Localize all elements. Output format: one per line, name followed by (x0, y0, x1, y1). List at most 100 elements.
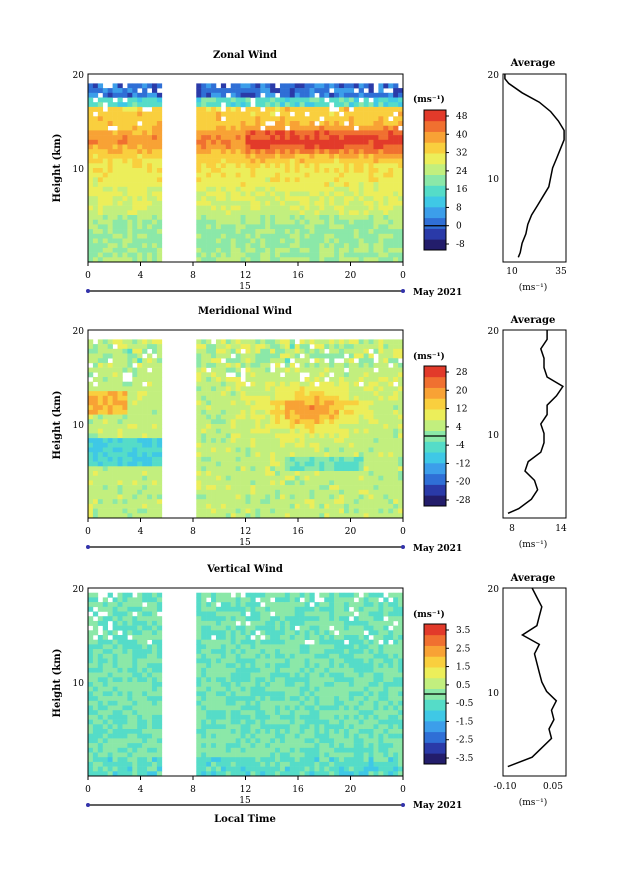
heatmap-cell (107, 691, 113, 697)
heatmap-cell (102, 653, 108, 659)
heatmap-cell (260, 210, 266, 216)
heatmap-cell (230, 485, 236, 491)
heatmap-cell (201, 757, 207, 763)
heatmap-cell (92, 419, 99, 425)
heatmap-cell (88, 182, 94, 188)
heatmap-cell (127, 606, 133, 612)
heatmap-cell (107, 111, 113, 117)
heatmap-cell (137, 653, 143, 659)
heatmap-cell (309, 125, 315, 131)
heatmap-cell (329, 395, 335, 401)
heatmap-cell (92, 620, 99, 626)
heatmap-cell (147, 362, 153, 368)
heatmap-cell (230, 135, 236, 141)
heatmap-cell (151, 88, 158, 94)
heatmap-cell (265, 247, 271, 253)
heatmap-cell (206, 372, 212, 378)
heatmap-cell (393, 400, 399, 406)
heatmap-cell (230, 144, 236, 150)
heatmap-cell (215, 377, 222, 382)
heatmap-cell (309, 499, 315, 505)
heatmap-cell (201, 513, 207, 519)
heatmap-cell (107, 442, 113, 448)
heatmap-cell (275, 377, 281, 382)
heatmap-cell (137, 620, 143, 626)
heatmap-cell (122, 592, 128, 598)
heatmap-cell (206, 97, 212, 103)
heatmap-cell (97, 738, 104, 744)
heatmap-cell (122, 233, 128, 239)
heatmap-cell (107, 153, 113, 159)
heatmap-cell (250, 196, 256, 202)
heatmap-cell (235, 358, 241, 364)
heatmap-cell (324, 172, 330, 178)
heatmap-cell (393, 372, 399, 378)
heatmap-cell (92, 729, 99, 734)
heatmap-cell (339, 461, 345, 467)
heatmap-cell (284, 405, 291, 411)
heatmap-cell (127, 121, 133, 126)
heatmap-cell (398, 106, 404, 112)
heatmap-cell (230, 97, 236, 103)
heatmap-cell (112, 761, 118, 767)
heatmap-cell (284, 424, 291, 429)
heatmap-cell (151, 475, 158, 481)
heatmap-cell (156, 738, 163, 744)
heatmap-cell (368, 419, 374, 425)
heatmap-cell (284, 219, 291, 225)
heatmap-cell (250, 130, 256, 136)
heatmap-cell (260, 163, 266, 169)
heatmap-cell (230, 471, 236, 476)
heatmap-cell (319, 489, 325, 495)
heatmap-cell (147, 658, 153, 664)
heatmap-cell (275, 243, 281, 249)
heatmap-cell (329, 182, 335, 188)
heatmap-cell (117, 92, 123, 98)
heatmap-cell (211, 372, 217, 378)
heatmap-cell (373, 135, 379, 141)
heatmap-cell (329, 224, 335, 230)
heatmap-cell (142, 677, 148, 683)
heatmap-cell (348, 452, 355, 458)
heatmap-cell (206, 339, 212, 345)
heatmap-cell (339, 377, 345, 382)
heatmap-cell (304, 106, 310, 112)
heatmap-cell (92, 663, 99, 669)
heatmap-cell (388, 489, 394, 495)
heatmap-cell (329, 139, 335, 145)
heatmap-cell (127, 205, 133, 211)
meridional-day-bar: 15 (86, 538, 405, 549)
heatmap-cell (151, 149, 158, 155)
heatmap-cell (358, 471, 364, 476)
heatmap-cell (383, 405, 389, 411)
heatmap-cell (250, 116, 256, 122)
heatmap-cell (112, 466, 118, 472)
heatmap-cell (112, 377, 118, 382)
heatmap-cell (151, 738, 158, 744)
heatmap-cell (127, 696, 133, 702)
heatmap-cell (368, 475, 374, 481)
heatmap-cell (270, 219, 276, 225)
heatmap-cell (348, 433, 355, 439)
heatmap-cell (255, 219, 261, 225)
heatmap-cell (398, 400, 404, 406)
heatmap-cell (147, 766, 153, 772)
heatmap-cell (368, 158, 374, 164)
heatmap-cell (92, 471, 99, 476)
heatmap-cell (230, 106, 236, 112)
heatmap-cell (270, 405, 276, 411)
heatmap-cell (147, 111, 153, 117)
heatmap-cell (309, 219, 315, 225)
heatmap-cell (270, 391, 276, 397)
heatmap-cell (250, 111, 256, 117)
heatmap-cell (260, 135, 266, 141)
heatmap-cell (294, 367, 300, 373)
heatmap-cell (132, 747, 138, 753)
heatmap-cell (314, 205, 320, 211)
heatmap-cell (309, 215, 315, 220)
heatmap-cell (225, 139, 232, 145)
heatmap-cell (137, 771, 143, 777)
heatmap-cell (388, 344, 394, 350)
heatmap-cell (235, 111, 241, 117)
colorbar-swatch (424, 110, 446, 122)
